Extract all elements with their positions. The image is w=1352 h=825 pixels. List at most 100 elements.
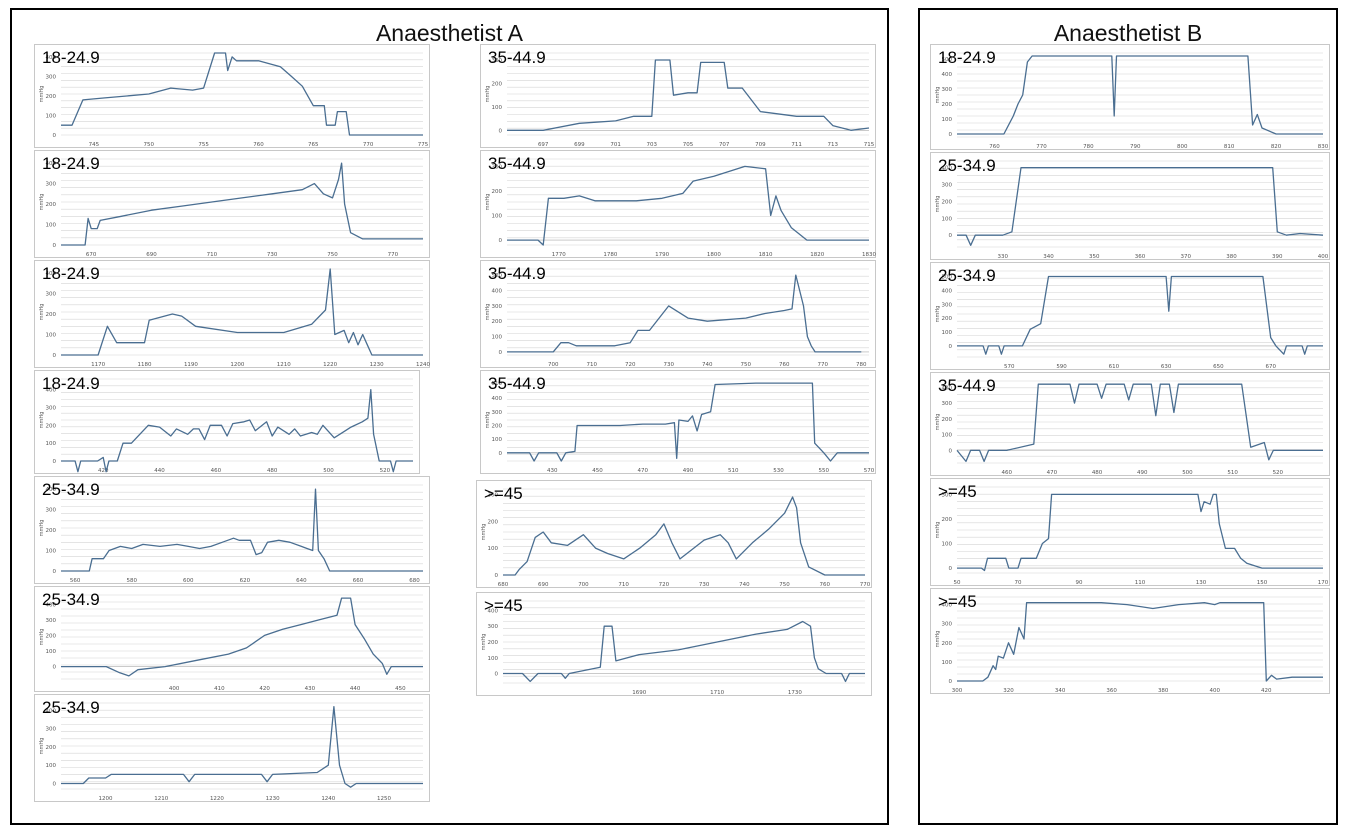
y-tick-label: 0: [949, 344, 953, 350]
series-line: [61, 389, 413, 473]
y-tick-label: 200: [942, 641, 953, 647]
x-tick-label: 710: [618, 582, 629, 588]
x-tick-label: 90: [1076, 580, 1083, 586]
x-tick-label: 380: [1158, 688, 1169, 694]
x-tick-label: 1790: [655, 252, 669, 258]
series-line: [957, 167, 1324, 246]
y-tick-label: 300: [492, 164, 503, 170]
y-tick-label: 200: [46, 94, 57, 100]
y-tick-label: 100: [46, 223, 57, 229]
x-tick-label: 670: [86, 252, 97, 258]
y-axis-label: mmHg: [39, 520, 45, 537]
chart-b2: 25-34.9 0 100 200 300 400 mmHg 330 340 350 360 370 3…: [930, 152, 1330, 260]
chart-a6: 25-34.9 0 100 200 300 400 mmHg 400 410 420 430 440 4…: [34, 586, 430, 692]
chart-age-label: >=45: [938, 482, 977, 501]
x-tick-label: 500: [1182, 470, 1193, 476]
series-line: [957, 275, 1323, 355]
chart-b6: >=45 0 100 200 300 400 mmHg 300 320 340 360 380 400 4…: [930, 588, 1330, 694]
y-tick-label: 400: [46, 271, 57, 277]
chart-age-label: 35-44.9: [488, 48, 546, 67]
y-tick-label: 0: [495, 672, 499, 678]
y-tick-label: 0: [949, 566, 953, 572]
x-tick-label: 697: [538, 142, 549, 148]
x-tick-label: 410: [214, 686, 225, 692]
x-tick-label: 590: [1056, 364, 1067, 370]
chart-svg: 0 100 200 300 400 500 mmHg 570 590 610 630 650 670: [935, 270, 1323, 370]
chart-age-label: 25-34.9: [42, 480, 100, 499]
x-tick-label: 340: [1043, 254, 1054, 260]
series-line: [61, 268, 423, 356]
x-tick-label: 1710: [710, 690, 724, 696]
x-tick-label: 1210: [277, 362, 291, 368]
y-axis-label: mmHg: [935, 196, 941, 213]
x-tick-label: 700: [578, 582, 589, 588]
x-tick-label: 470: [1047, 470, 1058, 476]
y-tick-label: 100: [46, 113, 57, 119]
x-tick-label: 650: [1213, 364, 1224, 370]
x-tick-label: 699: [574, 142, 585, 148]
x-tick-label: 760: [820, 582, 831, 588]
x-tick-label: 830: [1318, 144, 1329, 150]
x-tick-label: 750: [741, 362, 752, 368]
chart-age-label: 35-44.9: [488, 374, 546, 393]
chart-age-label: 18-24.9: [42, 48, 100, 67]
y-tick-label: 400: [46, 602, 57, 608]
series-line: [61, 706, 423, 788]
y-tick-label: 200: [46, 633, 57, 639]
x-tick-label: 570: [864, 468, 875, 474]
x-tick-label: 780: [1083, 144, 1094, 150]
x-tick-label: 430: [547, 468, 558, 474]
y-tick-label: 0: [53, 665, 57, 671]
x-tick-label: 480: [1092, 470, 1103, 476]
x-tick-label: 570: [1004, 364, 1015, 370]
x-tick-label: 711: [791, 142, 802, 148]
chart-age-label: 25-34.9: [938, 266, 996, 285]
y-tick-label: 100: [942, 117, 953, 123]
y-tick-label: 0: [495, 573, 499, 579]
y-tick-label: 0: [949, 132, 953, 138]
x-tick-label: 450: [592, 468, 603, 474]
x-tick-label: 470: [638, 468, 649, 474]
y-tick-label: 100: [942, 433, 953, 439]
y-axis-label: mmHg: [39, 629, 45, 646]
x-tick-label: 690: [538, 582, 549, 588]
x-tick-label: 580: [126, 578, 137, 584]
x-tick-label: 1220: [323, 362, 337, 368]
x-tick-label: 745: [89, 142, 100, 148]
x-tick-label: 170: [1318, 580, 1329, 586]
chart-svg: 0 100 200 300 400 500 mmHg 700 710 720 730 740 750 76…: [485, 268, 869, 368]
x-tick-label: 670: [1265, 364, 1276, 370]
y-tick-label: 100: [942, 542, 953, 548]
x-tick-label: 360: [1135, 254, 1146, 260]
y-tick-label: 0: [949, 233, 953, 239]
x-tick-label: 460: [1001, 470, 1012, 476]
x-tick-label: 1190: [184, 362, 198, 368]
y-tick-label: 0: [53, 243, 57, 249]
chart-svg: 0 100 200 300 mmHg 1770 1780 1790 1800 1810 1820 18…: [485, 158, 876, 258]
x-tick-label: 690: [146, 252, 157, 258]
y-tick-label: 400: [942, 72, 953, 78]
y-tick-label: 0: [53, 133, 57, 139]
chart-svg: 0 100 200 300 400 mmHg 1170 1180 1190 1200 1210 122…: [39, 268, 430, 368]
x-tick-label: 130: [1196, 580, 1207, 586]
x-tick-label: 490: [1137, 470, 1148, 476]
y-axis-label: mmHg: [935, 87, 941, 104]
x-tick-label: 730: [267, 252, 278, 258]
y-axis-label: mmHg: [935, 631, 941, 648]
chart-svg: 0 100 200 300 400 mmHg 400 410 420 430 440 450: [39, 594, 423, 692]
y-tick-label: 300: [46, 182, 57, 188]
chart-age-label: 25-34.9: [42, 590, 100, 609]
chart-age-label: 18-24.9: [938, 48, 996, 67]
chart-age-label: 18-24.9: [42, 154, 100, 173]
chart-svg: 0 100 200 300 400 mmHg 1200 1210 1220 1230 1240 125…: [39, 702, 423, 802]
y-tick-label: 400: [492, 396, 503, 402]
y-tick-label: 200: [46, 745, 57, 751]
x-tick-label: 750: [327, 252, 338, 258]
chart-age-label: 18-24.9: [42, 264, 100, 283]
y-tick-label: 300: [492, 304, 503, 310]
x-tick-label: 810: [1224, 144, 1235, 150]
x-tick-label: 630: [1161, 364, 1172, 370]
x-tick-label: 701: [610, 142, 621, 148]
y-tick-label: 200: [492, 81, 503, 87]
